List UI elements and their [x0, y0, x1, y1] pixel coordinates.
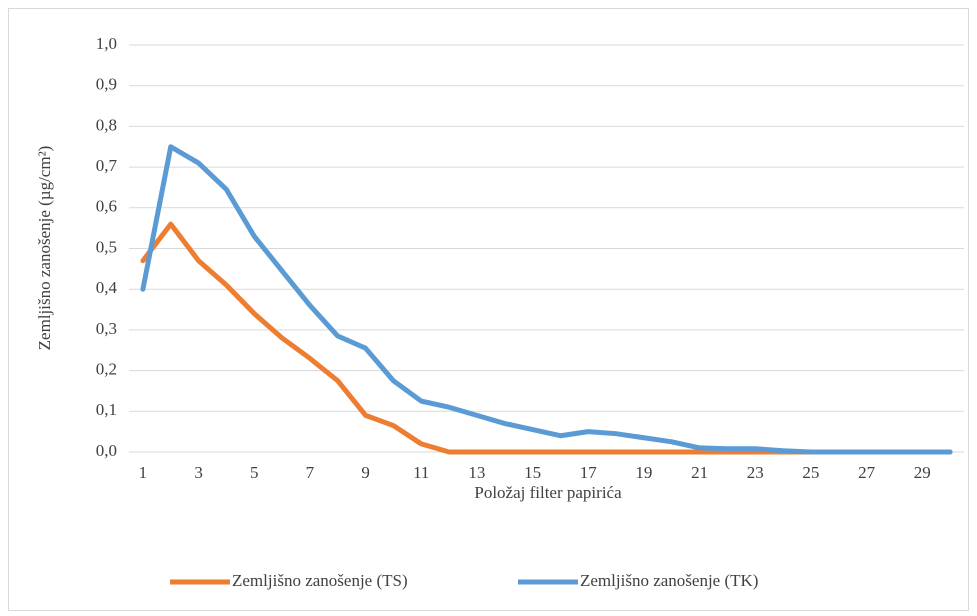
- x-tick-label: 21: [691, 463, 708, 482]
- y-tick-label: 0,7: [96, 156, 118, 175]
- x-tick-label: 7: [306, 463, 315, 482]
- legend-label: Zemljišno zanošenje (TS): [232, 571, 408, 590]
- x-tick-label: 23: [747, 463, 764, 482]
- y-tick-label: 0,6: [96, 197, 117, 216]
- y-tick-label: 0,2: [96, 360, 117, 379]
- legend-label: Zemljišno zanošenje (TK): [580, 571, 758, 590]
- chart-border: [8, 8, 969, 611]
- x-tick-label: 13: [468, 463, 485, 482]
- y-tick-label: 0,1: [96, 400, 117, 419]
- y-tick-label: 0,8: [96, 115, 117, 134]
- x-tick-label: 9: [361, 463, 370, 482]
- x-axis-title: Položaj filter papirića: [474, 483, 622, 502]
- y-tick-label: 0,9: [96, 75, 117, 94]
- y-tick-label: 1,0: [96, 34, 117, 53]
- x-tick-label: 3: [194, 463, 203, 482]
- line: [140, 144, 953, 455]
- x-tick-label: 27: [858, 463, 876, 482]
- y-axis-title: Zemljišno zanošenje (µg/cm²): [35, 146, 54, 351]
- x-tick-label: 1: [139, 463, 148, 482]
- y-tick-label: 0,3: [96, 319, 117, 338]
- y-tick-label: 0,4: [96, 278, 118, 297]
- y-tick-label: 0,5: [96, 237, 117, 256]
- x-tick-label: 19: [635, 463, 652, 482]
- x-tick-label: 17: [580, 463, 598, 482]
- x-tick-label: 5: [250, 463, 259, 482]
- x-tick-label: 25: [802, 463, 819, 482]
- x-tick-label: 29: [914, 463, 931, 482]
- x-tick-label: 11: [413, 463, 429, 482]
- y-tick-label: 0,0: [96, 441, 117, 460]
- x-tick-label: 15: [524, 463, 541, 482]
